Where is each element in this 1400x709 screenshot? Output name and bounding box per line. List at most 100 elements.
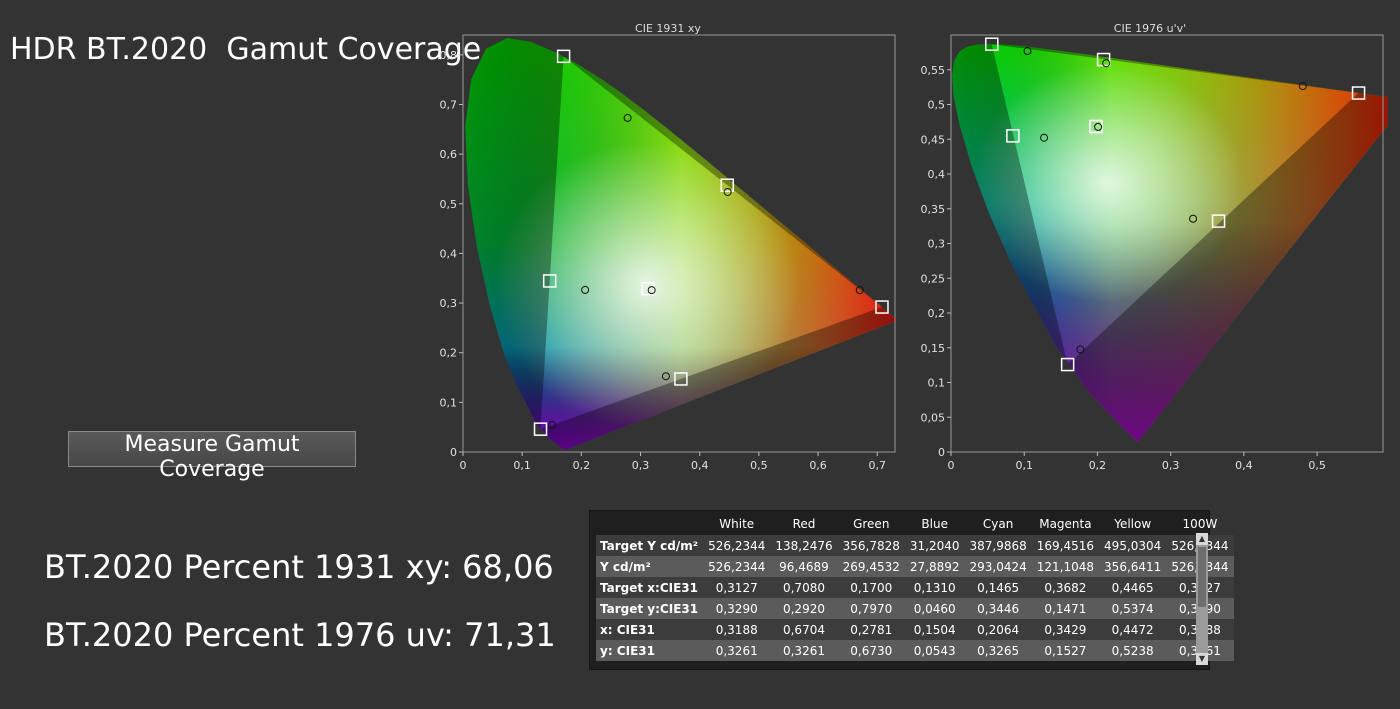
y-tick-label: 0,3 bbox=[440, 297, 458, 310]
table-row: Y cd/m² 526,2344 96,4689 269,4532 27,8892 293… bbox=[596, 556, 1234, 577]
table-row: Target x:CIE31 0,3127 0,7080 0,1700 0,1310 0,… bbox=[596, 577, 1234, 598]
uv-markers bbox=[985, 37, 1366, 372]
xy-x-axis: 0 0,1 0,2 0,3 0,4 0,5 0,6 0,7 bbox=[460, 452, 886, 472]
x-tick-label: 0,2 bbox=[1089, 459, 1107, 472]
gamut-table: White Red Green Blue Cyan Magenta Yellow… bbox=[596, 513, 1234, 661]
xy-markers bbox=[533, 49, 889, 436]
table-cell: 0,3261 bbox=[770, 640, 838, 661]
x-tick-label: 0,4 bbox=[1235, 459, 1253, 472]
y-tick-label: 0,05 bbox=[921, 411, 946, 424]
table-cell: 0,3429 bbox=[1031, 619, 1100, 640]
uv-horseshoe-group bbox=[952, 44, 1388, 441]
bt2020-percent-1931: BT.2020 Percent 1931 xy: 68,06 bbox=[44, 548, 554, 586]
measured-circle-marker bbox=[1076, 345, 1085, 354]
table-cell: 0,0543 bbox=[904, 640, 965, 661]
y-tick-label: 0,8 bbox=[440, 49, 458, 62]
table-cell: 356,6411 bbox=[1099, 556, 1167, 577]
measured-circle-marker bbox=[581, 285, 590, 294]
table-cell: 0,5238 bbox=[1099, 640, 1167, 661]
target-square-marker bbox=[533, 422, 548, 436]
xy-horseshoe-group bbox=[465, 38, 898, 450]
row-label: Target Y cd/m² bbox=[596, 535, 704, 556]
measured-circle-marker bbox=[1102, 59, 1111, 68]
table-cell: 0,3261 bbox=[703, 640, 771, 661]
table-cell: 0,3127 bbox=[703, 577, 771, 598]
table-cell: 0,4472 bbox=[1099, 619, 1167, 640]
row-label: x: CIE31 bbox=[596, 619, 704, 640]
target-square-marker bbox=[720, 178, 734, 192]
table-cell: 0,1465 bbox=[964, 577, 1032, 598]
measure-gamut-coverage-button[interactable]: Measure Gamut Coverage bbox=[68, 431, 356, 482]
uv-y-axis: 0 0,05 0,1 0,15 0,2 0,25 0,3 0,35 0,4 0,45 0,5 0,55 bbox=[921, 64, 951, 459]
y-tick-label: 0,45 bbox=[921, 133, 946, 146]
table-header: Blue bbox=[921, 517, 948, 531]
page-title: HDR BT.2020 Gamut Coverage bbox=[10, 32, 482, 67]
x-tick-label: 0,4 bbox=[691, 459, 709, 472]
cie-1931-xy-chart: CIE 1931 xy 0 0,1 0,2 0,3 0,4 0,5 0,6 0,7 0 0,1 0… bbox=[430, 18, 900, 478]
y-tick-label: 0 bbox=[450, 446, 457, 459]
xy-y-axis: 0 0,1 0,2 0,3 0,4 0,5 0,6 0,7 0,8 bbox=[440, 49, 463, 459]
table-scrollbar[interactable]: ▲ ▼ bbox=[1196, 533, 1208, 665]
table-cell: 0,1471 bbox=[1031, 598, 1100, 619]
table-cell: 0,7970 bbox=[837, 598, 905, 619]
measured-circle-marker bbox=[623, 113, 632, 122]
table-cell: 121,1048 bbox=[1031, 556, 1100, 577]
table-cell: 0,0460 bbox=[904, 598, 965, 619]
table-cell: 27,8892 bbox=[904, 556, 965, 577]
row-label: Target x:CIE31 bbox=[596, 577, 704, 598]
uv-x-axis: 0 0,1 0,2 0,3 0,4 0,5 bbox=[948, 452, 1326, 472]
x-tick-label: 0,7 bbox=[868, 459, 886, 472]
scroll-down-icon[interactable]: ▼ bbox=[1196, 653, 1208, 665]
xy-plot-frame bbox=[462, 34, 896, 453]
y-tick-label: 0,4 bbox=[928, 168, 946, 181]
table-header: Cyan bbox=[982, 517, 1014, 531]
table-cell: 138,2476 bbox=[770, 535, 838, 556]
table-cell: 0,5374 bbox=[1099, 598, 1167, 619]
table-header: 100W bbox=[1182, 517, 1218, 531]
table-cell: 387,9868 bbox=[964, 535, 1032, 556]
y-tick-label: 0,55 bbox=[921, 64, 946, 77]
table-row: Target Y cd/m² 526,2344 138,2476 356,7828 31… bbox=[596, 535, 1234, 556]
x-tick-label: 0 bbox=[948, 459, 955, 472]
y-tick-label: 0,4 bbox=[440, 247, 458, 260]
scroll-up-icon[interactable]: ▲ bbox=[1196, 533, 1208, 545]
table-cell: 0,3446 bbox=[964, 598, 1032, 619]
bt2020-percent-1976: BT.2020 Percent 1976 uv: 71,31 bbox=[44, 616, 556, 654]
target-square-marker bbox=[1060, 357, 1075, 372]
measured-circle-marker bbox=[548, 421, 557, 430]
table-header: Green bbox=[853, 517, 890, 531]
table-cell: 0,3682 bbox=[1031, 577, 1100, 598]
y-tick-label: 0,2 bbox=[440, 347, 458, 360]
uv-shadow-outside bbox=[952, 44, 1388, 441]
target-square-marker bbox=[542, 274, 557, 288]
cie-1976-uv-svg: CIE 1976 u'v' 0 0,1 0,2 0,3 0,4 0,5 00,050,10… bbox=[921, 22, 1388, 472]
target-square-marker bbox=[1211, 214, 1226, 228]
x-tick-label: 0,5 bbox=[1308, 459, 1326, 472]
target-square-marker bbox=[1006, 129, 1020, 143]
y-tick-label: 0 bbox=[938, 446, 945, 459]
x-tick-label: 0,1 bbox=[513, 459, 531, 472]
x-tick-label: 0,2 bbox=[573, 459, 591, 472]
scroll-thumb[interactable] bbox=[1198, 547, 1206, 607]
measured-circle-marker bbox=[855, 286, 864, 295]
table-cell: 0,3290 bbox=[703, 598, 771, 619]
table-cell: 0,1700 bbox=[837, 577, 905, 598]
table-cell: 0,7080 bbox=[770, 577, 838, 598]
x-tick-label: 0,5 bbox=[750, 459, 768, 472]
table-row: Target y:CIE31 0,3290 0,2920 0,7970 0,0460 0,… bbox=[596, 598, 1234, 619]
target-square-marker bbox=[674, 372, 688, 386]
row-label: y: CIE31 bbox=[596, 640, 704, 661]
target-square-marker bbox=[985, 37, 999, 51]
x-tick-label: 0,3 bbox=[1162, 459, 1180, 472]
table-cell: 31,2040 bbox=[904, 535, 965, 556]
y-tick-label: 0,25 bbox=[921, 272, 946, 285]
row-label: Target y:CIE31 bbox=[596, 598, 704, 619]
measured-circle-marker bbox=[723, 187, 732, 196]
table-cell: 0,1504 bbox=[904, 619, 965, 640]
measured-circle-marker bbox=[1094, 122, 1103, 131]
gamut-table-panel: White Red Green Blue Cyan Magenta Yellow… bbox=[589, 510, 1234, 670]
target-square-marker bbox=[556, 49, 571, 64]
y-tick-label: 0,1 bbox=[928, 377, 946, 390]
xy-shadow-outside bbox=[465, 38, 898, 450]
y-tick-label: 0,7 bbox=[440, 99, 458, 112]
